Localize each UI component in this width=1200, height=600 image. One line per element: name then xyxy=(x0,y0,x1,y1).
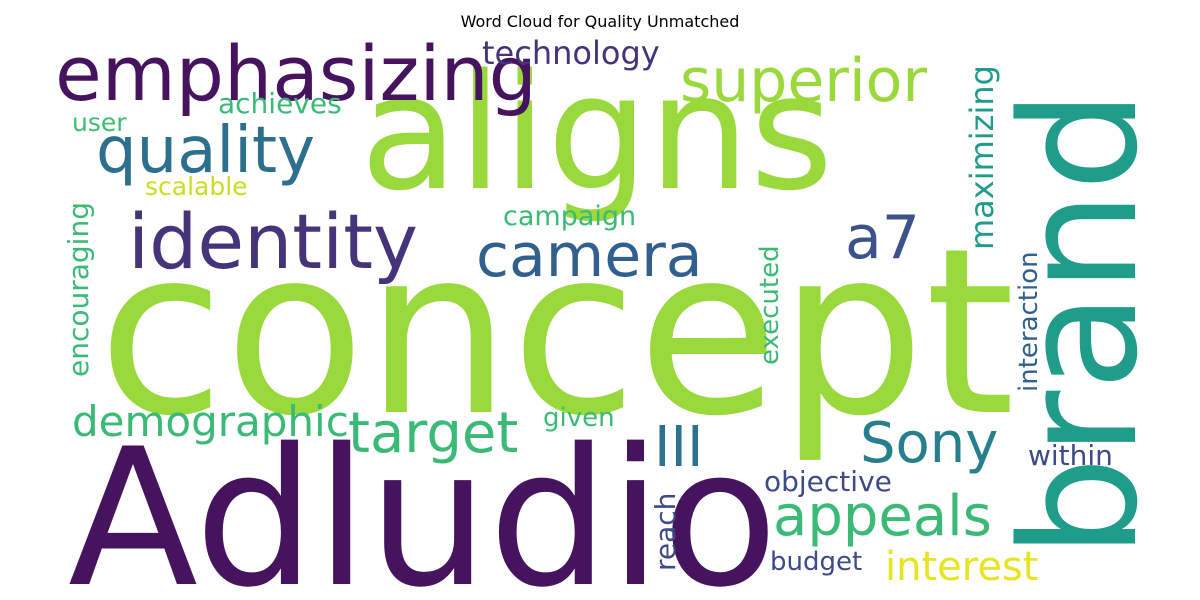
word-iii: III xyxy=(654,415,704,480)
word-encouraging: encouraging xyxy=(62,202,95,377)
word-given: given xyxy=(543,403,615,433)
word-executed: executed xyxy=(755,245,785,365)
word-reach: reach xyxy=(649,493,682,571)
word-achieves: achieves xyxy=(218,87,342,120)
word-camera: camera xyxy=(476,221,703,291)
word-target: target xyxy=(348,401,518,466)
word-a7: a7 xyxy=(845,203,920,273)
word-budget: budget xyxy=(770,547,862,577)
word-technology: technology xyxy=(482,34,660,72)
word-identity: identity xyxy=(128,197,418,286)
word-quality: quality xyxy=(96,114,315,188)
word-interaction: interaction xyxy=(1014,251,1044,392)
word-campaign: campaign xyxy=(503,201,636,232)
word-within: within xyxy=(1028,439,1113,472)
word-maximizing: maximizing xyxy=(963,65,1001,250)
word-scalable: scalable xyxy=(145,172,248,201)
figure-title: Word Cloud for Quality Unmatched xyxy=(460,12,740,31)
word-sony: Sony xyxy=(860,411,998,476)
word-emphasizing: emphasizing xyxy=(55,29,537,118)
word-appeals: appeals xyxy=(773,484,992,549)
word-adludio: Adludio xyxy=(68,408,778,600)
word-interest: interest xyxy=(885,544,1038,590)
word-concept: concept xyxy=(98,200,1015,467)
word-superior: superior xyxy=(680,46,927,116)
word-demographic: demographic xyxy=(72,397,349,446)
word-aligns: aligns xyxy=(360,39,833,226)
word-objective: objective xyxy=(764,465,892,498)
word-brand: brand xyxy=(986,90,1173,558)
word-user: user xyxy=(72,108,127,137)
